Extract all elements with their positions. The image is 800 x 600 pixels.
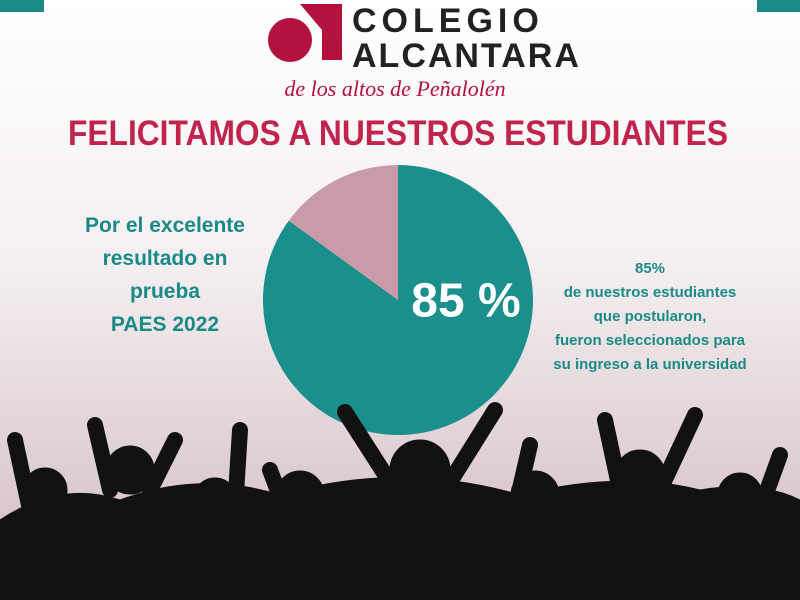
- silhouette: [227, 422, 248, 518]
- logo-shape: [300, 4, 342, 60]
- silhouette: [87, 417, 118, 498]
- left-text: PAES 2022: [111, 313, 219, 336]
- tagline: de los altos de Peñalolén: [284, 76, 505, 101]
- right-text: su ingreso a la universidad: [553, 356, 746, 373]
- logo: COLEGIO ALCANTARA de los altos de Peñalo…: [268, 2, 581, 101]
- silhouette: [437, 402, 503, 498]
- silhouette: [262, 462, 293, 518]
- left-text: Por el excelente: [85, 214, 245, 237]
- left-text: resultado en: [103, 247, 228, 270]
- corner-bar: [0, 0, 44, 12]
- value-label: 85 %: [411, 275, 520, 328]
- corner-bar: [757, 0, 800, 12]
- right-text: de nuestros estudiantes: [564, 284, 737, 301]
- silhouette: [752, 447, 788, 518]
- silhouette: [597, 412, 628, 498]
- silhouette: [507, 437, 538, 518]
- left-text: prueba: [130, 280, 200, 303]
- silhouette: [142, 432, 183, 498]
- silhouette: [337, 404, 403, 498]
- right-text: fueron seleccionados para: [555, 332, 746, 349]
- logo-text: ALCANTARA: [352, 37, 581, 75]
- logo-text: COLEGIO: [352, 2, 544, 40]
- pie-slice: [288, 165, 398, 300]
- pie-chart: 85 %: [263, 165, 533, 436]
- crowd-silhouette: [0, 402, 800, 600]
- silhouette: [7, 432, 38, 518]
- right-text: que postularon,: [594, 308, 707, 325]
- right-text: 85%: [635, 260, 665, 277]
- logo-shape: [268, 18, 312, 62]
- silhouette: [652, 407, 703, 498]
- headline: FELICITAMOS A NUESTROS ESTUDIANTES: [68, 114, 728, 153]
